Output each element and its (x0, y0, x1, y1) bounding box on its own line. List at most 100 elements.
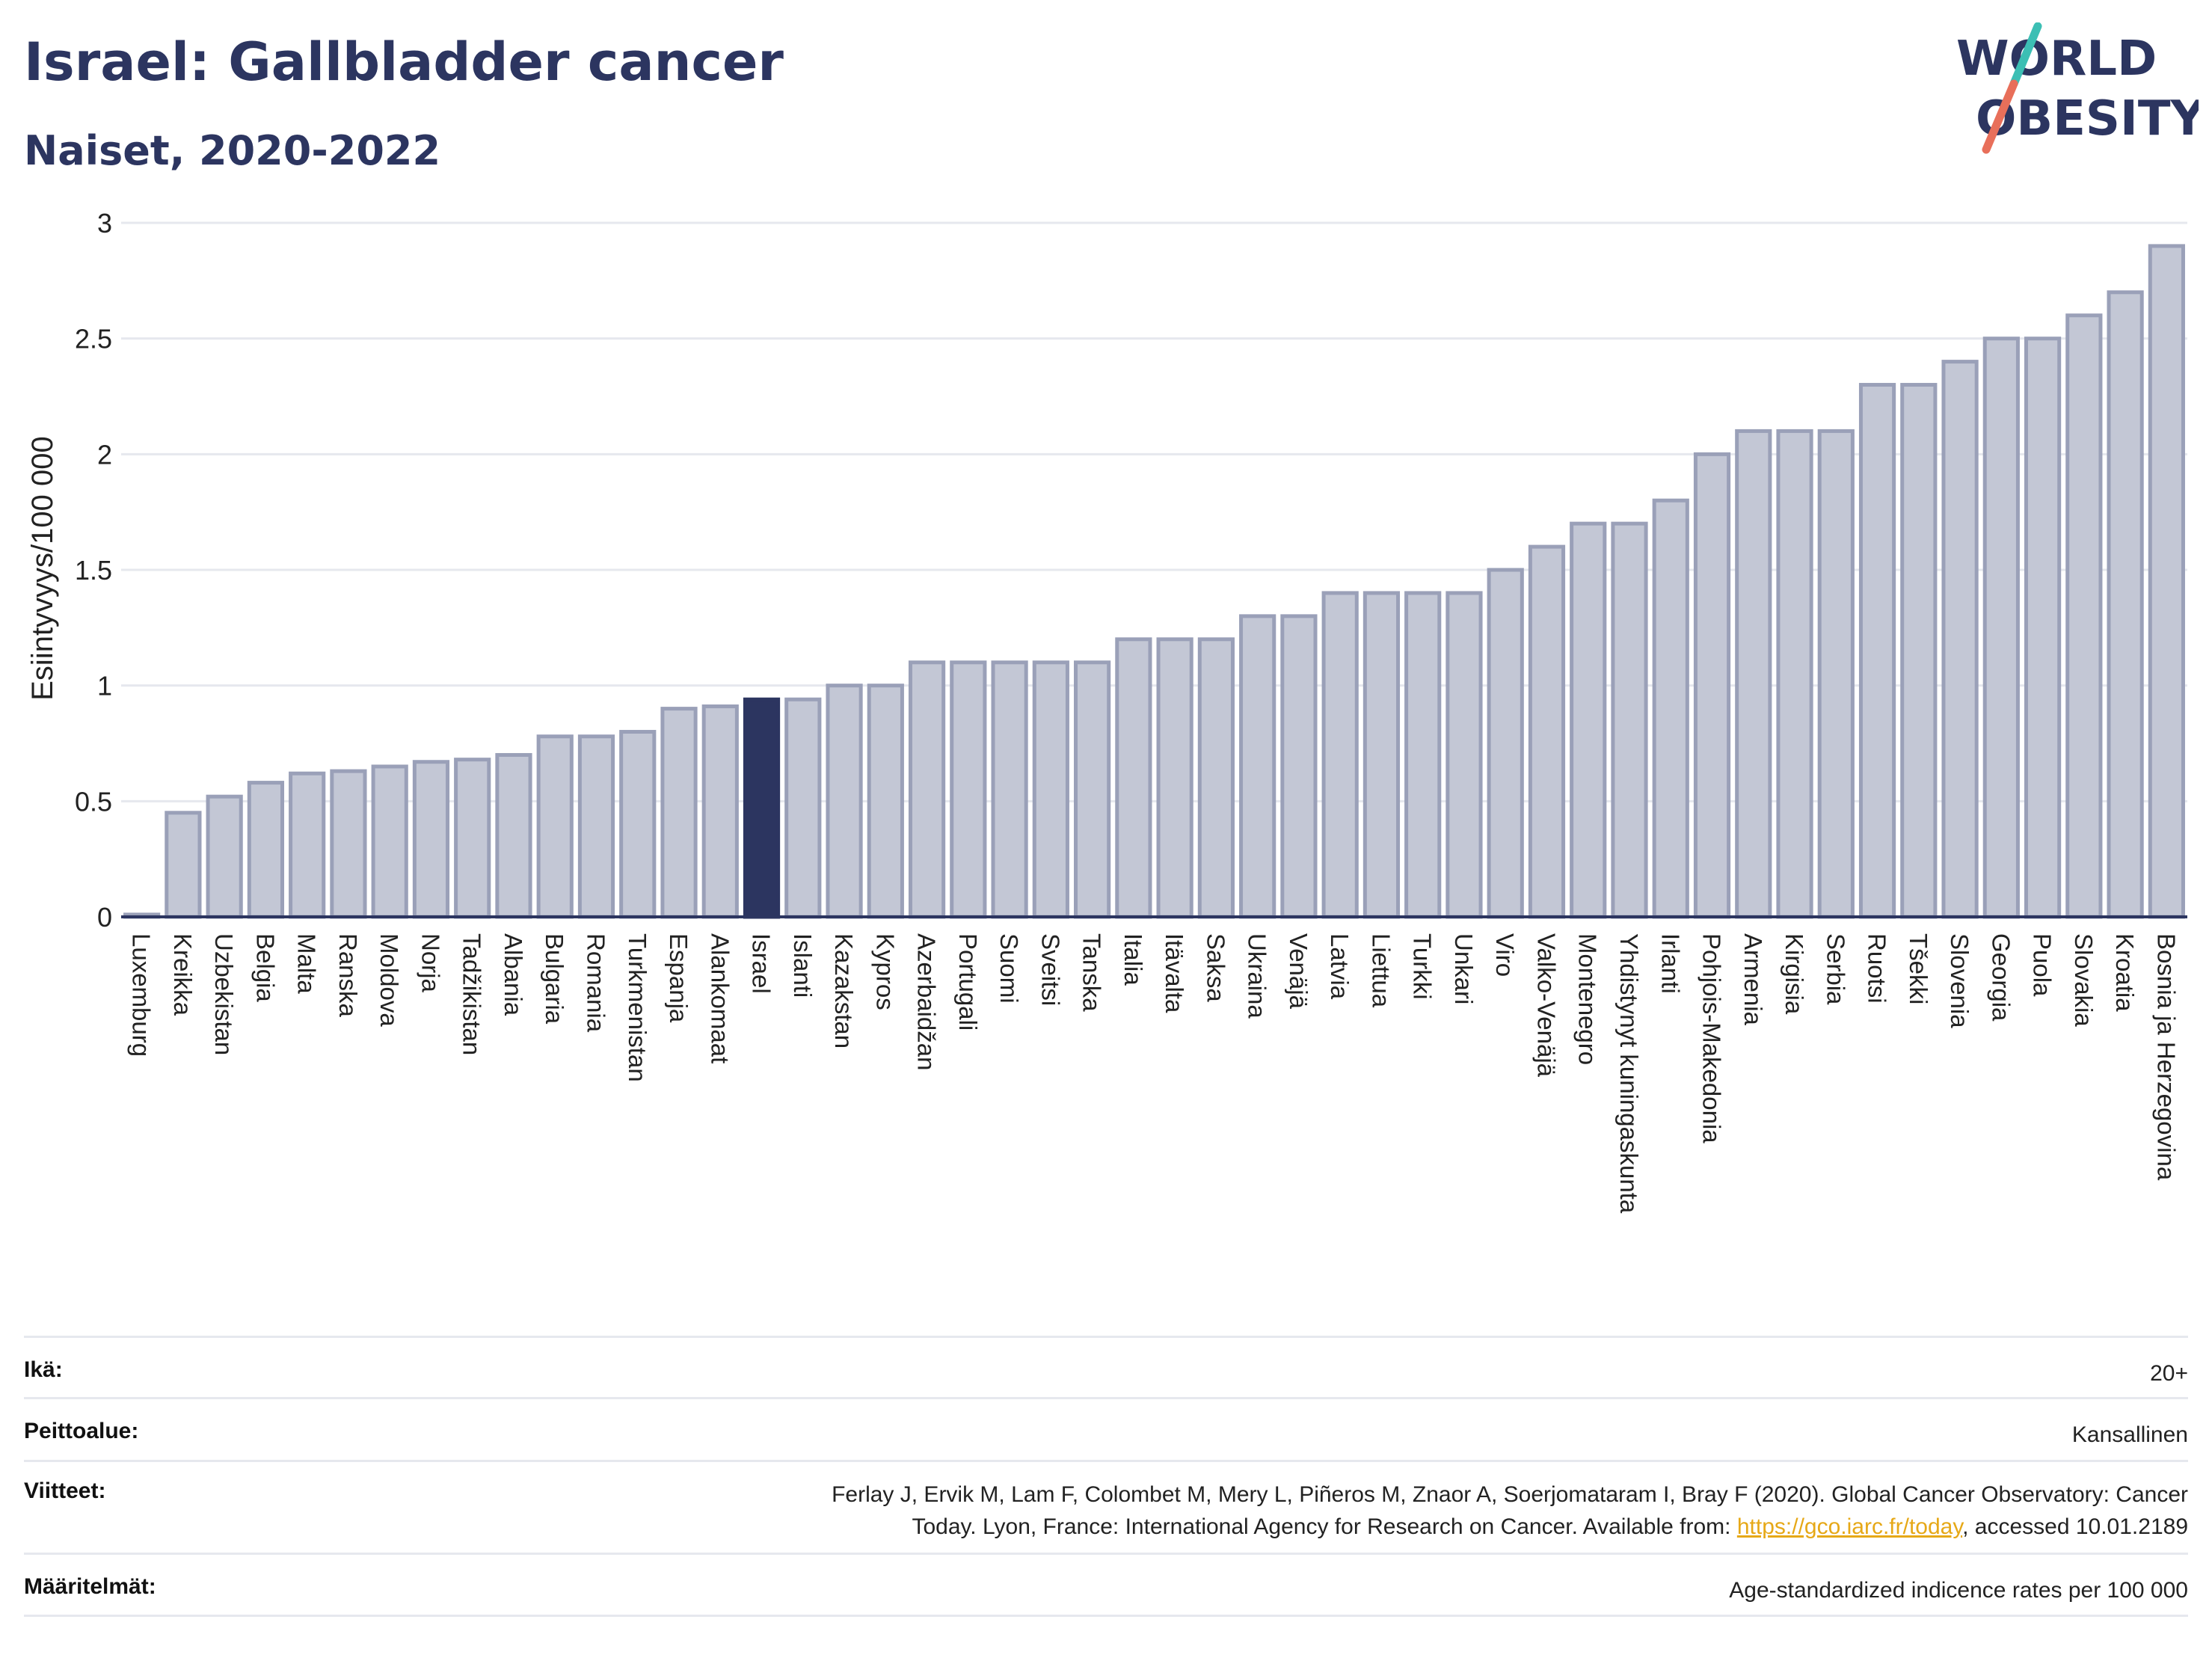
y-tick-label: 0 (97, 902, 112, 933)
x-tick-label: Luxemburg (128, 933, 156, 1057)
references-link[interactable]: https://gco.iarc.fr/today (1736, 1514, 1963, 1539)
y-axis-title: Esiintyvyys/100 000 (26, 436, 59, 701)
chart-subtitle: Naiset, 2020-2022 (24, 127, 441, 174)
x-tick-label: Itävalta (1161, 933, 1188, 1013)
bar (2065, 313, 2103, 919)
logo-slash-teal (2009, 22, 2042, 88)
x-tick-label: Ruotsi (1864, 933, 1891, 1004)
bars (123, 244, 2185, 919)
bar (1156, 637, 1193, 919)
bar (1570, 521, 1607, 919)
x-tick-label: Liettua (1367, 933, 1395, 1008)
bar (1362, 591, 1401, 919)
x-tick-label: Kirgisia (1781, 933, 1808, 1015)
x-tick-label: Latvia (1326, 933, 1354, 1000)
chart-title: Israel: Gallbladder cancer (24, 31, 784, 93)
x-tick-label: Bosnia ja Herzegovina (2152, 933, 2180, 1181)
bar (1321, 591, 1359, 919)
world-obesity-logo: WORLD OBESITY (1956, 22, 2199, 154)
bar (908, 660, 946, 919)
age-value: 20+ (2150, 1361, 2188, 1386)
x-tick-label: Kypros (871, 933, 899, 1010)
bar (577, 734, 615, 919)
x-tick-label: Georgia (1987, 933, 2015, 1022)
x-tick-label: Kreikka (169, 933, 197, 1016)
x-tick-label: Tanska (1078, 933, 1106, 1012)
logo-slash-coral (1982, 79, 2018, 154)
references-text-line1: Ferlay J, Ervik M, Lam F, Colombet M, Me… (832, 1482, 2188, 1507)
bar (826, 684, 863, 919)
bar (1941, 360, 1979, 919)
bar (701, 704, 739, 919)
meta-row-references: Viitteet: Ferlay J, Ervik M, Lam F, Colo… (24, 1460, 2188, 1553)
metadata-table: Ikä: 20+ Peittoalue: Kansallinen Viittee… (24, 1336, 2188, 1617)
logo-text-obesity: OBESITY (1976, 91, 2199, 147)
x-tick-label: Uzbekistan (210, 933, 238, 1055)
bar (2024, 337, 2062, 919)
bar (1693, 452, 1731, 919)
references-text-line2: Today. Lyon, France: International Agenc… (912, 1514, 1737, 1539)
bar (991, 660, 1028, 919)
x-tick-label: Montenegro (1574, 933, 1602, 1065)
meta-row-coverage: Peittoalue: Kansallinen (24, 1397, 2188, 1460)
references-label: Viitteet: (24, 1479, 106, 1503)
y-tick-label: 2 (97, 439, 112, 470)
bar (1817, 429, 1855, 919)
meta-row-age: Ikä: 20+ (24, 1336, 2188, 1397)
bar (1528, 544, 1566, 919)
x-tick-label: Serbia (1822, 933, 1849, 1005)
meta-row-definitions: Määritelmät: Age-standardized indicence … (24, 1553, 2188, 1617)
bar (454, 758, 491, 919)
bar (206, 794, 243, 919)
x-tick-label: Bulgaria (541, 933, 568, 1025)
bar (1858, 383, 1896, 919)
x-tick-label: Turkmenistan (624, 933, 651, 1082)
age-label: Ikä: (24, 1357, 63, 1382)
bar (1652, 498, 1689, 919)
bar (330, 769, 367, 919)
y-tick-label: 1 (97, 671, 112, 701)
bar (247, 781, 285, 919)
bar (660, 707, 698, 919)
bar (1735, 429, 1772, 919)
bar (1032, 660, 1069, 919)
x-tick-label: Norja (417, 933, 444, 993)
x-tick-label: Italia (1119, 933, 1147, 986)
x-tick-label: Tadžikistan (458, 933, 486, 1055)
bar (950, 660, 987, 919)
bar (1404, 591, 1442, 919)
bar (1197, 637, 1235, 919)
x-tick-label: Alankomaat (706, 933, 734, 1063)
x-tick-label: Azerbaidžan (913, 933, 941, 1070)
x-tick-label: Israel (748, 933, 775, 994)
bar (619, 730, 657, 919)
bar (165, 811, 202, 919)
bar-chart: 0 0.5 1 1.5 2 2.5 3 Luxemburg Kreikka Uzbekistan… (26, 208, 2187, 1214)
x-tick-label: Valko-Venäjä (1532, 933, 1560, 1078)
references-value: Ferlay J, Ervik M, Lam F, Colombet M, Me… (832, 1479, 2188, 1543)
x-tick-label: Malta (293, 933, 321, 994)
y-tick-label: 2.5 (75, 324, 112, 354)
x-tick-label: Tšekki (1905, 933, 1932, 1004)
bar (1115, 637, 1152, 919)
bar (495, 752, 532, 919)
bar (1487, 568, 1524, 919)
logo-text-world: WORLD (1956, 31, 2157, 87)
x-tick-label: Portugali (954, 933, 982, 1031)
x-tick-label: Kroatia (2111, 933, 2139, 1012)
bar (1074, 660, 1111, 919)
x-tick-label: Slovakia (2070, 933, 2098, 1027)
bar (1776, 429, 1813, 919)
coverage-value: Kansallinen (2071, 1422, 2188, 1447)
coverage-label: Peittoalue: (24, 1419, 139, 1443)
x-tick-label: Viro (1491, 933, 1519, 977)
bar (2107, 290, 2144, 919)
x-tick-label: Moldova (375, 933, 403, 1027)
x-tick-label: Ukraina (1244, 933, 1271, 1019)
x-tick-label: Ranska (334, 933, 362, 1018)
x-tick-label: Saksa (1202, 933, 1229, 1002)
definitions-value: Age-standardized indicence rates per 100… (1729, 1578, 2188, 1603)
x-tick-label: Venäjä (1285, 933, 1312, 1010)
bar (2148, 244, 2185, 919)
bar (1611, 521, 1648, 919)
